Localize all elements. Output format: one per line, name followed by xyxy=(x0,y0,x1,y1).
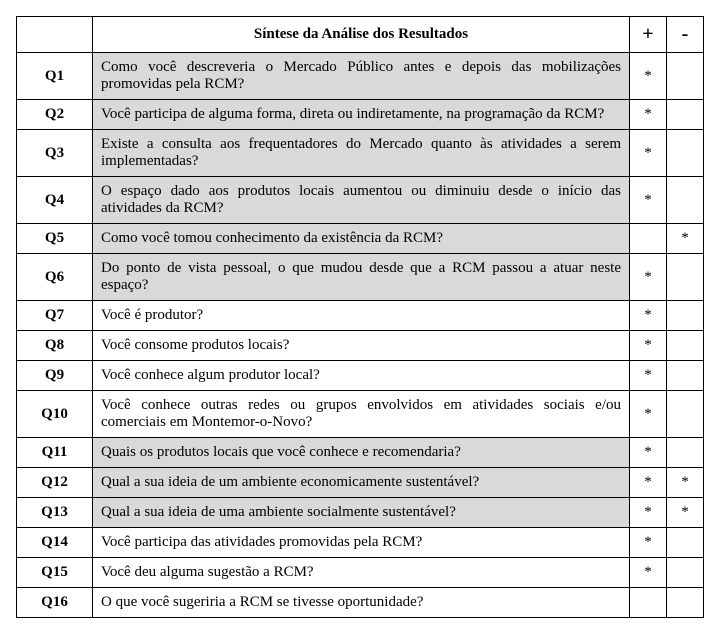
question-id: Q10 xyxy=(17,391,93,438)
table-row: Q3Existe a consulta aos frequentadores d… xyxy=(17,130,704,177)
question-id: Q5 xyxy=(17,224,93,254)
question-id: Q1 xyxy=(17,53,93,100)
minus-cell xyxy=(667,558,704,588)
table-row: Q1Como você descreveria o Mercado Públic… xyxy=(17,53,704,100)
table-row: Q14Você participa das atividades promovi… xyxy=(17,528,704,558)
question-text: Você participa de alguma forma, direta o… xyxy=(93,100,630,130)
question-id: Q13 xyxy=(17,498,93,528)
question-text: Você é produtor? xyxy=(93,301,630,331)
table-header-row: Síntese da Análise dos Resultados + - xyxy=(17,17,704,53)
question-id: Q14 xyxy=(17,528,93,558)
plus-cell: * xyxy=(630,391,667,438)
question-text: Do ponto de vista pessoal, o que mudou d… xyxy=(93,254,630,301)
question-id: Q2 xyxy=(17,100,93,130)
plus-cell: * xyxy=(630,438,667,468)
table-row: Q4O espaço dado aos produtos locais aume… xyxy=(17,177,704,224)
results-table: Síntese da Análise dos Resultados + - Q1… xyxy=(16,16,704,618)
question-text: O espaço dado aos produtos locais aument… xyxy=(93,177,630,224)
table-row: Q5Como você tomou conhecimento da existê… xyxy=(17,224,704,254)
question-id: Q15 xyxy=(17,558,93,588)
table-row: Q6Do ponto de vista pessoal, o que mudou… xyxy=(17,254,704,301)
question-text: Você conhece outras redes ou grupos envo… xyxy=(93,391,630,438)
question-id: Q3 xyxy=(17,130,93,177)
plus-cell: * xyxy=(630,528,667,558)
plus-cell: * xyxy=(630,468,667,498)
minus-cell xyxy=(667,588,704,618)
plus-cell xyxy=(630,588,667,618)
minus-cell xyxy=(667,331,704,361)
table-row: Q11Quais os produtos locais que você con… xyxy=(17,438,704,468)
table-row: Q15Você deu alguma sugestão a RCM?* xyxy=(17,558,704,588)
plus-cell: * xyxy=(630,301,667,331)
plus-cell: * xyxy=(630,498,667,528)
question-text: Existe a consulta aos frequentadores do … xyxy=(93,130,630,177)
table-row: Q8Você consome produtos locais?* xyxy=(17,331,704,361)
table-row: Q10Você conhece outras redes ou grupos e… xyxy=(17,391,704,438)
minus-cell xyxy=(667,100,704,130)
plus-cell: * xyxy=(630,254,667,301)
question-id: Q7 xyxy=(17,301,93,331)
question-text: Quais os produtos locais que você conhec… xyxy=(93,438,630,468)
plus-cell: * xyxy=(630,361,667,391)
question-text: Você consome produtos locais? xyxy=(93,331,630,361)
question-text: Como você descreveria o Mercado Público … xyxy=(93,53,630,100)
plus-cell: * xyxy=(630,177,667,224)
header-empty xyxy=(17,17,93,53)
minus-cell xyxy=(667,361,704,391)
question-id: Q12 xyxy=(17,468,93,498)
table-row: Q16O que você sugeriria a RCM se tivesse… xyxy=(17,588,704,618)
plus-cell: * xyxy=(630,331,667,361)
question-text: Qual a sua ideia de um ambiente economic… xyxy=(93,468,630,498)
table-row: Q9Você conhece algum produtor local?* xyxy=(17,361,704,391)
question-id: Q9 xyxy=(17,361,93,391)
question-id: Q8 xyxy=(17,331,93,361)
question-id: Q6 xyxy=(17,254,93,301)
plus-cell xyxy=(630,224,667,254)
minus-cell: * xyxy=(667,468,704,498)
question-text: O que você sugeriria a RCM se tivesse op… xyxy=(93,588,630,618)
minus-cell: * xyxy=(667,498,704,528)
minus-cell xyxy=(667,130,704,177)
question-id: Q16 xyxy=(17,588,93,618)
minus-cell xyxy=(667,53,704,100)
minus-cell xyxy=(667,391,704,438)
header-title: Síntese da Análise dos Resultados xyxy=(93,17,630,53)
table-row: Q12Qual a sua ideia de um ambiente econo… xyxy=(17,468,704,498)
question-text: Você deu alguma sugestão a RCM? xyxy=(93,558,630,588)
plus-cell: * xyxy=(630,100,667,130)
header-minus: - xyxy=(667,17,704,53)
plus-cell: * xyxy=(630,53,667,100)
table-row: Q2Você participa de alguma forma, direta… xyxy=(17,100,704,130)
header-plus: + xyxy=(630,17,667,53)
question-id: Q4 xyxy=(17,177,93,224)
minus-cell xyxy=(667,254,704,301)
plus-cell: * xyxy=(630,558,667,588)
question-text: Qual a sua ideia de uma ambiente socialm… xyxy=(93,498,630,528)
minus-cell xyxy=(667,301,704,331)
minus-cell xyxy=(667,177,704,224)
question-text: Você conhece algum produtor local? xyxy=(93,361,630,391)
question-text: Você participa das atividades promovidas… xyxy=(93,528,630,558)
minus-cell: * xyxy=(667,224,704,254)
table-row: Q7Você é produtor?* xyxy=(17,301,704,331)
plus-cell: * xyxy=(630,130,667,177)
table-row: Q13Qual a sua ideia de uma ambiente soci… xyxy=(17,498,704,528)
minus-cell xyxy=(667,438,704,468)
question-id: Q11 xyxy=(17,438,93,468)
question-text: Como você tomou conhecimento da existênc… xyxy=(93,224,630,254)
minus-cell xyxy=(667,528,704,558)
